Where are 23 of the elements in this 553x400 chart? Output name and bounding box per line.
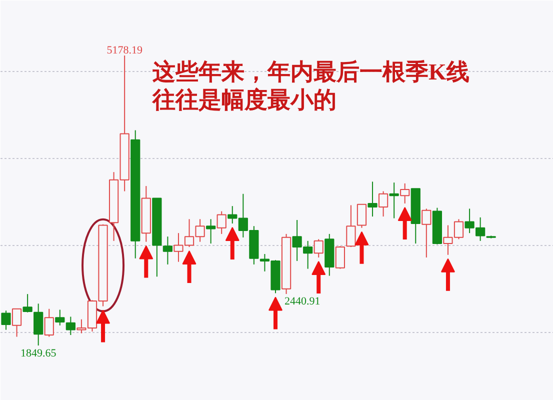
- candlestick: [368, 181, 378, 218]
- candlestick: [346, 204, 356, 248]
- candlestick: [216, 210, 226, 234]
- candlestick: [378, 190, 388, 218]
- candlestick: [356, 204, 367, 228]
- candlestick: [335, 246, 345, 270]
- candlestick: [66, 316, 76, 336]
- candlestick: [314, 238, 324, 258]
- candlestick: [422, 208, 432, 258]
- annotation: 5178.19: [106, 44, 143, 56]
- candlestick: [44, 308, 54, 338]
- candlestick: [34, 303, 44, 346]
- candlestick: [22, 294, 32, 313]
- annotation: 1849.65: [20, 348, 57, 360]
- annotation: 2440.91: [284, 296, 320, 308]
- candlestick: [12, 308, 22, 338]
- candlestick: [55, 309, 65, 326]
- candlestick: [206, 218, 216, 244]
- text: 这些年来，年内最后一根季K线往往是幅度最小的: [152, 58, 470, 112]
- candlestick: [162, 236, 173, 265]
- candlestick: [1, 310, 11, 330]
- candlestick: [400, 182, 410, 204]
- candlestick: [389, 182, 399, 219]
